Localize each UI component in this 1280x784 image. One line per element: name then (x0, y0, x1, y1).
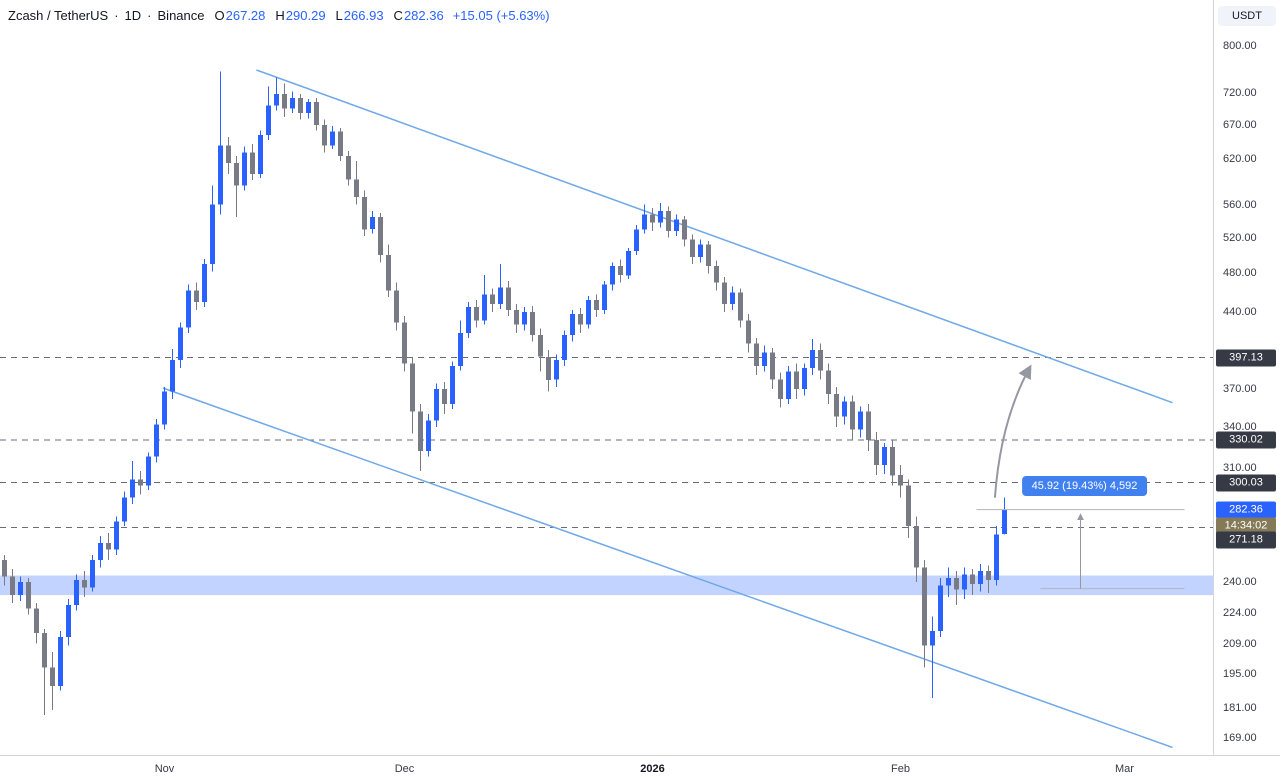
price-tick-label: 440.00 (1223, 306, 1257, 319)
price-tick-label: 370.00 (1223, 383, 1257, 396)
chart-canvas[interactable] (0, 0, 1213, 755)
time-axis-label-nov[interactable]: Nov (154, 763, 175, 775)
price-tick-label: 240.00 (1223, 575, 1257, 588)
time-axis-label-dec[interactable]: Dec (394, 763, 415, 775)
price-tick-label: 800.00 (1223, 40, 1257, 52)
trendline (162, 387, 1173, 749)
symbol-info-bar: Zcash / TetherUS · 1D · Binance O267.28 … (8, 8, 550, 23)
ohlc-open: O267.28 (214, 8, 266, 23)
price-tick-label: 720.00 (1223, 86, 1257, 99)
last-price-badge: 282.36 (1216, 501, 1276, 519)
exchange-label[interactable]: Binance (157, 8, 205, 23)
price-tick-label: 340.00 (1223, 420, 1257, 433)
projection-arrow[interactable] (993, 364, 1032, 498)
price-tick-label: 224.00 (1223, 606, 1257, 619)
symbol-title[interactable]: Zcash / TetherUS (8, 8, 109, 23)
level-badge-397: 397.13 (1216, 349, 1276, 367)
separator-dot: · (147, 8, 152, 23)
price-tick-label: 620.00 (1223, 153, 1257, 166)
chart-plot-area[interactable]: Zcash / TetherUS · 1D · Binance O267.28 … (0, 0, 1213, 755)
level-badge-271: 271.18 (1216, 531, 1276, 549)
price-tick-label: 670.00 (1223, 118, 1257, 131)
trendline (256, 69, 1173, 404)
support-zone[interactable] (0, 575, 1213, 596)
currency-toggle-button[interactable]: USDT (1218, 6, 1276, 26)
time-axis-label-mar[interactable]: Mar (1115, 763, 1134, 775)
price-tick-label: 520.00 (1223, 231, 1257, 244)
interval-label[interactable]: 1D (124, 8, 142, 23)
change-label: +15.05 (+5.63%) (452, 8, 550, 23)
ohlc-low: L266.93 (335, 8, 384, 23)
price-axis[interactable]: USDT 800.00 720.00 670.00 620.00 560.00 520.0… (1213, 0, 1280, 755)
price-tick-label: 195.00 (1223, 668, 1257, 681)
price-tick-label: 480.00 (1223, 267, 1257, 280)
bar-close-countdown-badge: 14:34:02 (1216, 517, 1276, 535)
level-badge-300: 300.03 (1216, 474, 1276, 492)
separator-dot: · (114, 8, 119, 23)
price-tick-label: 310.00 (1223, 462, 1257, 474)
time-axis[interactable]: Nov Dec 2026 Feb Mar (0, 755, 1280, 784)
time-axis-label-feb[interactable]: Feb (891, 763, 910, 775)
level-badge-330: 330.02 (1216, 431, 1276, 449)
measurement-label[interactable]: 45.92 (19.43%) 4,592 (1021, 475, 1148, 496)
time-axis-label-2026[interactable]: 2026 (640, 763, 665, 775)
ohlc-high: H290.29 (275, 8, 326, 23)
price-level-lines[interactable] (0, 357, 1213, 529)
price-tick-label: 560.00 (1223, 198, 1257, 211)
candlestick-series[interactable] (2, 71, 1007, 715)
price-tick-label: 209.00 (1223, 637, 1257, 650)
trend-channel[interactable] (162, 69, 1173, 749)
price-tick-label: 181.00 (1223, 701, 1257, 714)
price-tick-label: 169.00 (1223, 732, 1257, 745)
ohlc-close: C282.36 (393, 8, 444, 23)
price-range-tool[interactable] (976, 509, 1185, 590)
